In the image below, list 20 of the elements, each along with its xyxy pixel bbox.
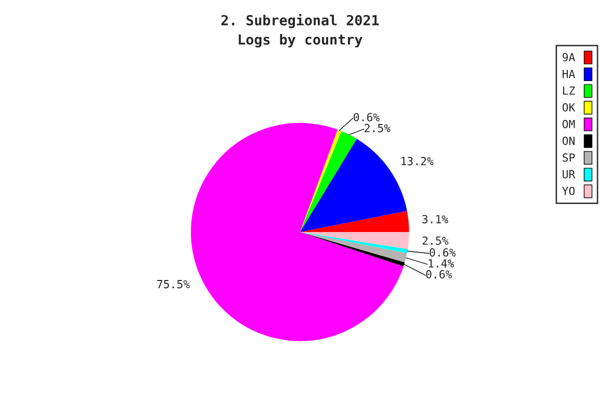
data-label: 2.5%: [364, 124, 390, 132]
legend-label: OM: [562, 120, 575, 128]
legend-label: ON: [562, 136, 575, 145]
chart-title: 2. Subregional 2021: [221, 14, 379, 28]
data-label: 0.6%: [426, 270, 452, 278]
data-label: 75.5%: [157, 280, 190, 288]
legend-label: HA: [562, 70, 576, 78]
legend-label: LZ: [563, 86, 575, 95]
legend-label: YO: [562, 186, 575, 196]
legend-label: UR: [562, 170, 576, 178]
data-label: 3.1%: [422, 214, 448, 224]
data-label: 13.2%: [402, 156, 434, 166]
legend-label: SP: [562, 153, 575, 162]
data-label: 1.4%: [428, 259, 454, 268]
data-label: 0.6%: [354, 112, 380, 122]
data-label: 2.5%: [422, 236, 448, 245]
legend-label: 9A: [562, 52, 576, 62]
data-label: 0.6%: [430, 248, 456, 257]
legend-label: OK: [562, 103, 576, 112]
chart-subtitle: Logs by country: [238, 34, 362, 48]
